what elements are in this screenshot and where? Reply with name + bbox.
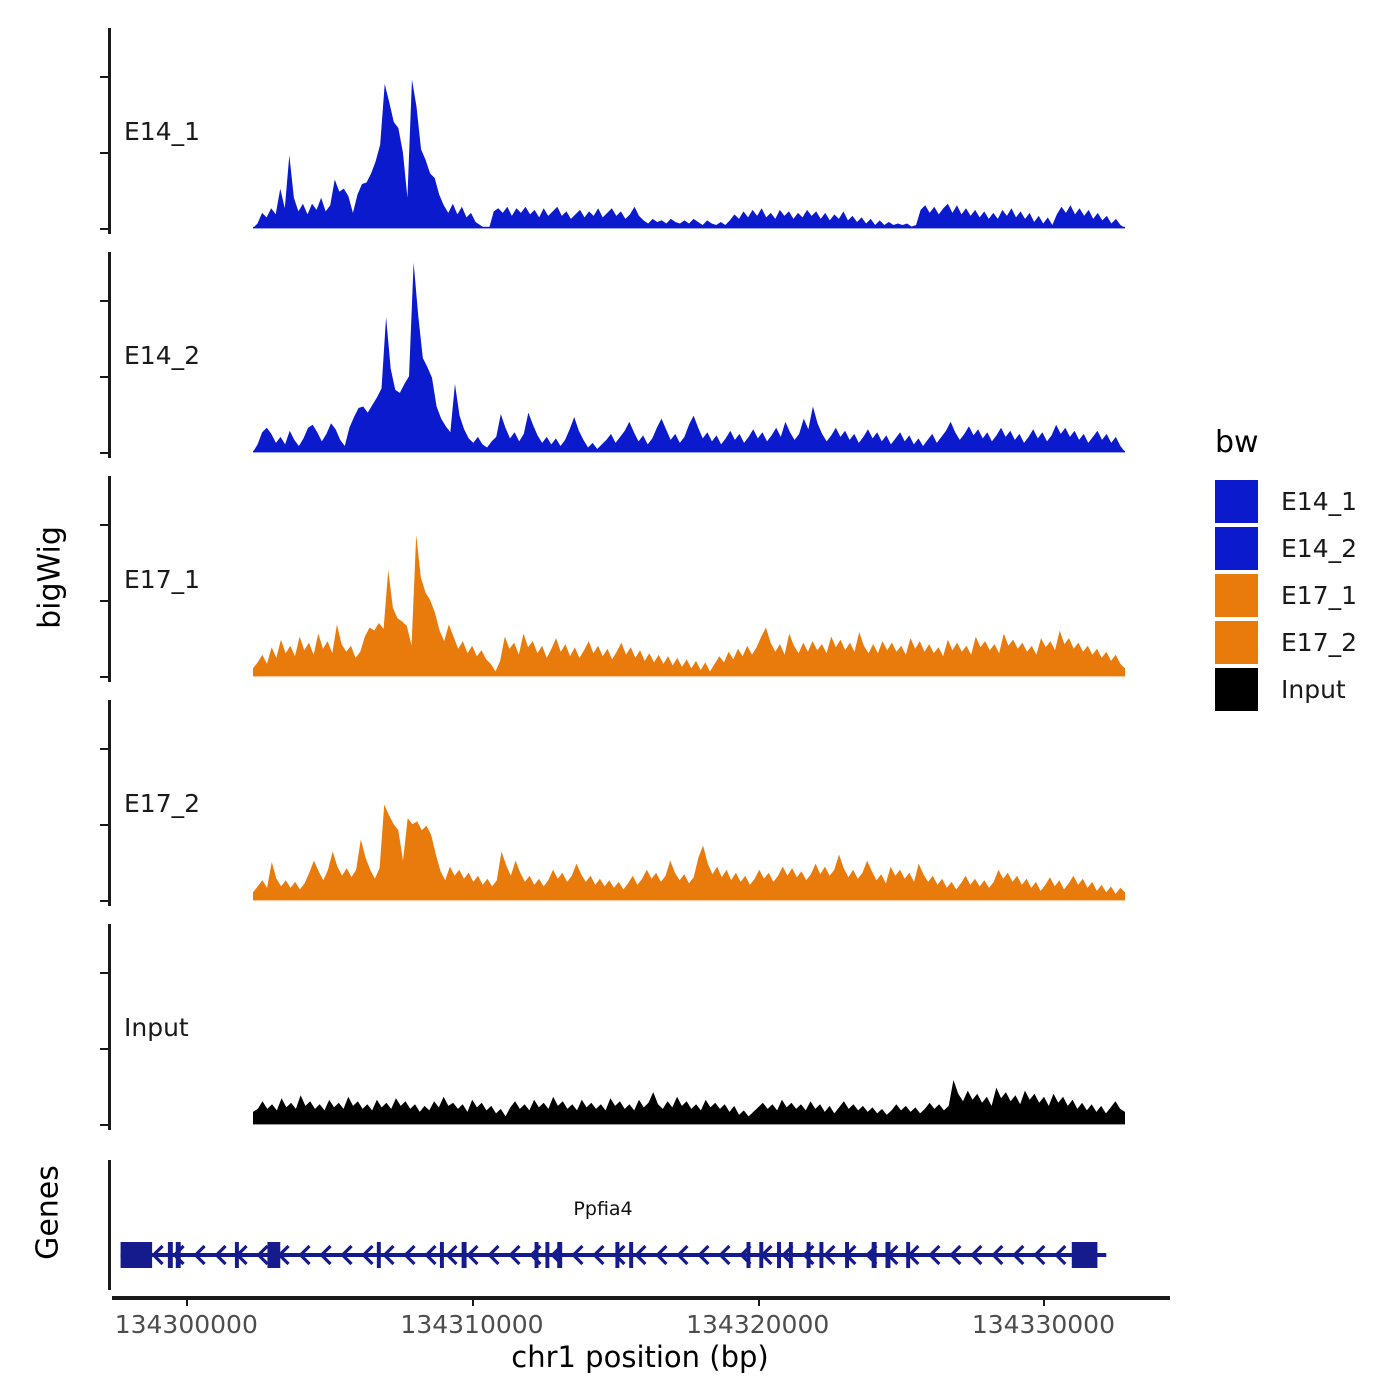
legend: bw E14_1 E14_2 E17_1 E17_2 Input xyxy=(1215,425,1395,713)
y-tick-mark xyxy=(100,76,109,79)
x-tick-label: 134300000 xyxy=(114,1310,258,1339)
panel-spine xyxy=(108,28,111,234)
gene-name-label: Ppfia4 xyxy=(573,1198,633,1220)
y-tick-mark xyxy=(100,376,109,379)
legend-label: E17_1 xyxy=(1281,581,1358,610)
track-label-e14_2: E14_2 xyxy=(124,341,201,371)
track-label-e17_2: E17_2 xyxy=(124,789,201,819)
track-area-e14_1[interactable] xyxy=(112,28,1172,234)
legend-swatch xyxy=(1215,527,1258,570)
legend-item-e17_1[interactable]: E17_1 xyxy=(1215,572,1395,619)
track-area-e14_2[interactable] xyxy=(112,252,1172,458)
legend-swatch xyxy=(1215,668,1258,711)
y-tick-mark xyxy=(100,1124,109,1126)
legend-item-e14_2[interactable]: E14_2 xyxy=(1215,525,1395,572)
x-tick-mark xyxy=(186,1296,189,1306)
track-panel-e17_1: 0510E17_1 xyxy=(0,476,1180,682)
y-tick-mark xyxy=(100,452,109,454)
x-tick-label: 134310000 xyxy=(400,1310,544,1339)
legend-swatch xyxy=(1215,480,1258,523)
x-tick-mark xyxy=(1043,1296,1046,1306)
legend-label: E14_1 xyxy=(1281,487,1358,516)
x-tick-label: 134320000 xyxy=(686,1310,830,1339)
gene-model-ppfia4[interactable] xyxy=(112,1238,1172,1272)
x-axis-line xyxy=(112,1296,1170,1300)
legend-swatch xyxy=(1215,574,1258,617)
track-panel-e14_1: 0510E14_1 xyxy=(0,28,1180,234)
panel-spine xyxy=(108,476,111,682)
y-tick-mark xyxy=(100,524,109,527)
track-label-e14_1: E14_1 xyxy=(124,117,201,147)
legend-title: bw xyxy=(1215,425,1259,460)
panel-spine xyxy=(108,252,111,458)
y-tick-mark xyxy=(100,676,109,678)
y-tick-mark xyxy=(100,1048,109,1051)
x-tick-mark xyxy=(757,1296,760,1306)
y-tick-mark xyxy=(100,824,109,827)
y-tick-mark xyxy=(100,972,109,975)
legend-item-input[interactable]: Input xyxy=(1215,666,1395,713)
legend-label: E17_2 xyxy=(1281,628,1358,657)
genes-panel: Ppfia4 xyxy=(0,1150,1180,1300)
legend-swatch xyxy=(1215,621,1258,664)
track-panel-input: 0510Input xyxy=(0,924,1180,1130)
track-label-e17_1: E17_1 xyxy=(124,565,201,595)
y-tick-mark xyxy=(100,152,109,155)
legend-items: E14_1 E14_2 E17_1 E17_2 Input xyxy=(1215,478,1395,713)
legend-label: E14_2 xyxy=(1281,534,1358,563)
y-tick-mark xyxy=(100,748,109,751)
track-label-input: Input xyxy=(124,1013,189,1043)
y-tick-mark xyxy=(100,300,109,303)
y-tick-mark xyxy=(100,600,109,603)
legend-item-e17_2[interactable]: E17_2 xyxy=(1215,619,1395,666)
legend-label: Input xyxy=(1281,675,1346,704)
genes-panel-spine xyxy=(108,1160,111,1290)
y-tick-mark xyxy=(100,900,109,902)
legend-item-e14_1[interactable]: E14_1 xyxy=(1215,478,1395,525)
track-panel-e14_2: 0510E14_2 xyxy=(0,252,1180,458)
panel-spine xyxy=(108,924,111,1130)
y-tick-mark xyxy=(100,228,109,230)
track-area-input[interactable] xyxy=(112,924,1172,1130)
x-axis-title: chr1 position (bp) xyxy=(511,1340,769,1374)
x-tick-mark xyxy=(472,1296,474,1306)
track-area-e17_2[interactable] xyxy=(112,700,1172,906)
track-area-e17_1[interactable] xyxy=(112,476,1172,682)
panel-spine xyxy=(108,700,111,906)
track-panel-e17_2: 0510E17_2 xyxy=(0,700,1180,906)
x-tick-label: 134330000 xyxy=(971,1310,1115,1339)
